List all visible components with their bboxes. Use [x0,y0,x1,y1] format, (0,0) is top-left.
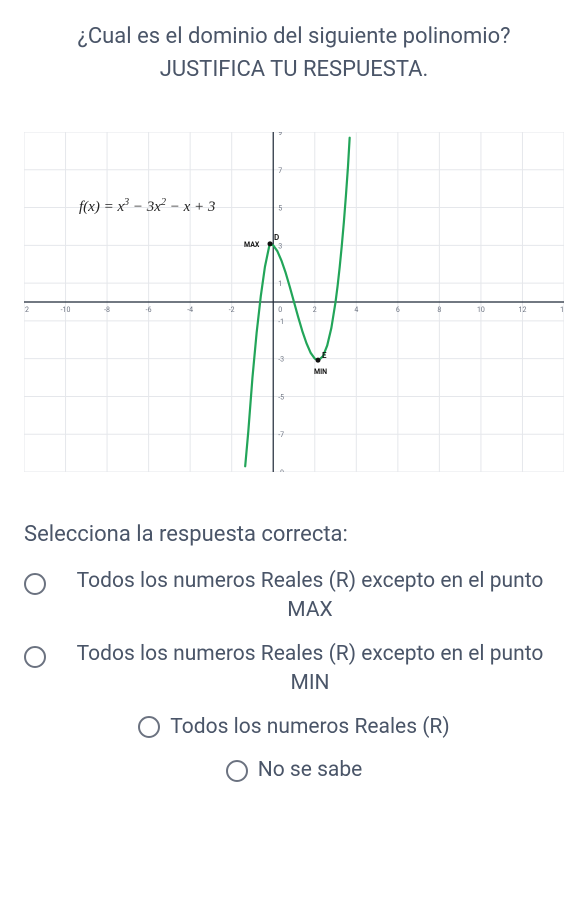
quiz-container: ¿Cual es el dominio del siguiente polino… [0,0,588,805]
svg-text:-7: -7 [278,431,284,439]
svg-text:12: 12 [519,306,527,314]
option-c-label: Todos los numeros Reales (R) [170,713,449,742]
svg-text:1: 1 [278,280,282,288]
question-block: ¿Cual es el dominio del siguiente polino… [24,20,564,82]
svg-text:-12: -12 [24,306,29,314]
svg-text:-2: -2 [229,306,235,314]
svg-text:2: 2 [313,306,317,314]
svg-text:MIN: MIN [314,368,327,376]
svg-text:-10: -10 [61,306,71,314]
svg-text:MAX: MAX [244,241,260,249]
svg-text:E: E [322,351,327,360]
svg-text:3: 3 [278,242,282,250]
svg-text:-4: -4 [187,306,193,314]
radio-icon[interactable] [24,646,46,668]
svg-text:-8: -8 [104,306,110,314]
svg-text:10: 10 [477,306,485,314]
radio-icon[interactable] [24,573,46,595]
svg-text:0: 0 [278,306,282,314]
svg-text:4: 4 [354,306,358,314]
option-a-label: Todos los numeros Reales (R) excepto en … [56,567,564,626]
function-equation: f(x) = x3 − 3x2 − x + 3 [79,197,215,216]
svg-text:6: 6 [396,306,400,314]
svg-text:9: 9 [278,132,282,137]
svg-text:-6: -6 [146,306,152,314]
option-a[interactable]: Todos los numeros Reales (R) excepto en … [24,567,564,626]
question-line2: JUSTIFICA TU RESPUESTA. [24,57,564,82]
instruction-text: Selecciona la respuesta correcta: [24,522,564,547]
radio-icon[interactable] [138,716,160,738]
svg-text:8: 8 [437,306,441,314]
option-b-label: Todos los numeros Reales (R) excepto en … [56,640,564,699]
svg-text:D: D [274,233,279,242]
option-c[interactable]: Todos los numeros Reales (R) [24,713,564,742]
option-d[interactable]: No se sabe [24,756,564,785]
question-line1: ¿Cual es el dominio del siguiente polino… [24,20,564,53]
svg-text:5: 5 [278,205,282,213]
chart-canvas: -12 -10 -8 -6 -4 -2 2 4 6 8 10 12 14 -9 -7 -5 -3 -1 1 3 5 7 9 0… [24,132,564,472]
radio-icon[interactable] [226,760,248,782]
answer-options: Todos los numeros Reales (R) excepto en … [24,567,564,785]
option-b[interactable]: Todos los numeros Reales (R) excepto en … [24,640,564,699]
svg-text:-1: -1 [278,318,284,326]
svg-text:-3: -3 [278,356,284,364]
svg-text:-9: -9 [278,469,284,472]
option-d-label: No se sabe [258,756,363,785]
svg-text:7: 7 [278,167,282,175]
polynomial-chart: -12 -10 -8 -6 -4 -2 2 4 6 8 10 12 14 -9 -7 -5 -3 -1 1 3 5 7 9 0… [24,132,564,472]
svg-text:-5: -5 [278,393,284,401]
svg-text:14: 14 [560,306,564,314]
